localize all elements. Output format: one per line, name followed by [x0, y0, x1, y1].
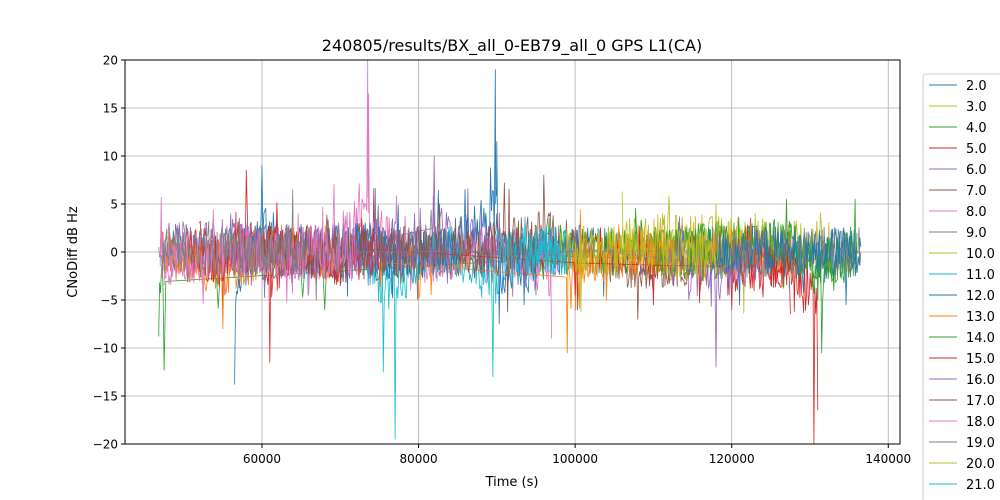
- legend-label-2.0: 2.0: [966, 79, 987, 94]
- y-tick-label: −15: [93, 390, 118, 404]
- y-tick-label: −5: [100, 294, 118, 308]
- y-axis-label: CNoDiff dB Hz: [66, 206, 81, 298]
- legend-label-5.0: 5.0: [966, 142, 987, 157]
- y-tick-label: 15: [103, 102, 118, 116]
- legend-label-15.0: 15.0: [966, 352, 995, 367]
- series-line-21.0: [496, 216, 568, 285]
- legend-label-18.0: 18.0: [966, 415, 995, 430]
- legend-label-20.0: 20.0: [966, 457, 995, 472]
- x-tick-label: 100000: [552, 452, 598, 466]
- x-tick-label: 80000: [399, 452, 437, 466]
- x-axis-label: Time (s): [485, 475, 539, 490]
- legend-label-7.0: 7.0: [966, 184, 987, 199]
- legend-label-6.0: 6.0: [966, 163, 987, 178]
- legend-label-13.0: 13.0: [966, 310, 995, 325]
- x-tick-label: 60000: [243, 452, 281, 466]
- y-tick-label: 10: [103, 150, 118, 164]
- legend-label-14.0: 14.0: [966, 331, 995, 346]
- series-line-20.0: [574, 221, 733, 282]
- series-line-17.0: [261, 203, 537, 313]
- series-group: [158, 60, 862, 444]
- legend: 2.0 3.0 4.0 5.0 6.0 7.0 8.0 9.0 10.0 11.0 12.0 13.0…: [922, 73, 1000, 500]
- series-line-19.0: [158, 209, 862, 284]
- legend-label-16.0: 16.0: [966, 373, 995, 388]
- y-tick-label: 5: [110, 198, 118, 212]
- legend-label-19.0: 19.0: [966, 436, 995, 451]
- legend-label-3.0: 3.0: [966, 100, 987, 115]
- axes: 60000 80000 100000 120000 140000 −20 −15 −10 −5 0…: [93, 54, 911, 467]
- legend-label-9.0: 9.0: [966, 226, 987, 241]
- legend-label-21.0: 21.0: [966, 478, 995, 493]
- legend-label-10.0: 10.0: [966, 247, 995, 262]
- series-line-22.0: [715, 226, 858, 293]
- legend-label-11.0: 11.0: [966, 268, 995, 283]
- legend-label-17.0: 17.0: [966, 394, 995, 409]
- series-line-18.0: [159, 196, 357, 304]
- legend-label-8.0: 8.0: [966, 205, 987, 220]
- x-tick-label: 140000: [865, 452, 911, 466]
- y-tick-label: 20: [103, 54, 118, 68]
- y-tick-label: −20: [93, 438, 118, 452]
- legend-label-4.0: 4.0: [966, 121, 987, 136]
- legend-box: [922, 73, 1000, 500]
- x-tick-label: 120000: [709, 452, 755, 466]
- chart-title: 240805/results/BX_all_0-EB79_all_0 GPS L…: [322, 36, 702, 56]
- y-tick-label: 0: [110, 246, 118, 260]
- y-tick-label: −10: [93, 342, 118, 356]
- legend-label-12.0: 12.0: [966, 289, 995, 304]
